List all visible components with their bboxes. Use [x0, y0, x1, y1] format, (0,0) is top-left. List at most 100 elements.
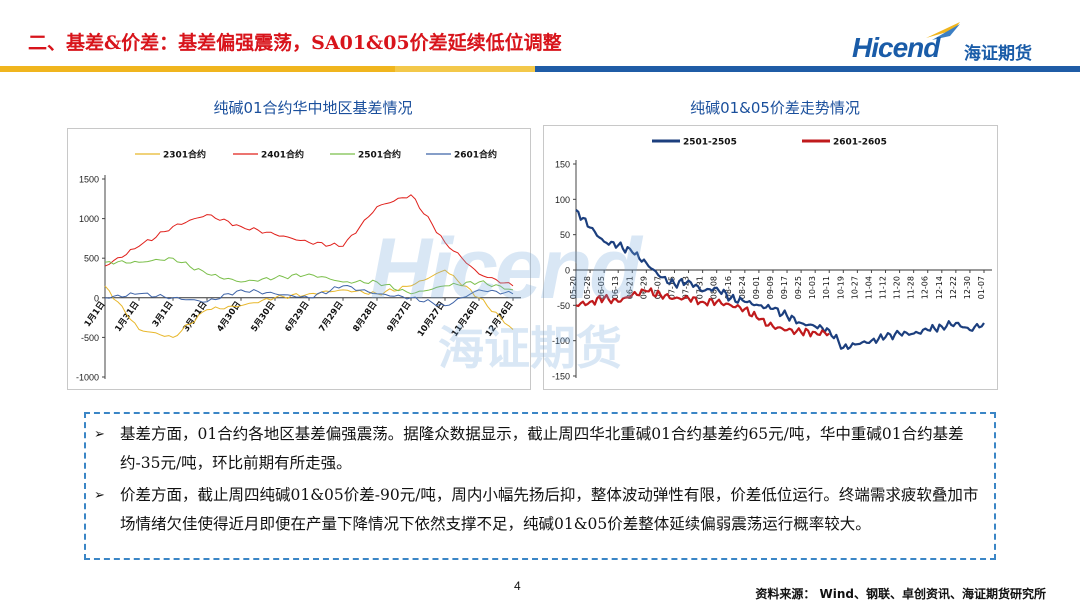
- data-point: [730, 305, 732, 307]
- data-point: [575, 209, 577, 211]
- data-point: [444, 305, 446, 307]
- data-point: [871, 340, 873, 342]
- data-point: [274, 234, 276, 236]
- x-tick-label: 1月31日: [113, 300, 141, 334]
- data-point: [512, 285, 514, 287]
- header-color-band: [0, 66, 1080, 72]
- x-tick-label: 08-24: [738, 276, 747, 299]
- data-point: [172, 226, 174, 228]
- data-point: [172, 257, 174, 259]
- x-tick-label: 09-17: [780, 276, 789, 299]
- data-point: [342, 289, 344, 291]
- spread-chart-title: 纯碱01&05价差走势情况: [690, 99, 860, 117]
- data-point: [589, 227, 591, 229]
- x-tick-label: 06-29: [639, 276, 648, 299]
- data-point: [983, 322, 985, 324]
- y-tick-label: 1000: [79, 214, 99, 224]
- legend-label: 2501-2505: [683, 138, 737, 148]
- y-tick-label: 100: [555, 195, 570, 205]
- data-point: [410, 194, 412, 196]
- data-point: [274, 293, 276, 295]
- slide-title: 二、基差&价差：基差偏强震荡，SA01&05价差延续低位调整: [28, 32, 562, 54]
- data-point: [631, 252, 633, 254]
- data-point: [512, 329, 514, 331]
- data-point: [617, 301, 619, 303]
- data-point: [885, 336, 887, 338]
- data-point: [758, 305, 760, 307]
- x-tick-label: 11-20: [893, 276, 902, 299]
- data-point: [342, 246, 344, 248]
- x-tick-label: 09-09: [766, 276, 775, 299]
- data-point: [206, 273, 208, 275]
- y-tick-label: 0: [94, 293, 99, 303]
- data-point: [206, 214, 208, 216]
- x-tick-label: 07-23: [682, 276, 691, 299]
- data-point: [478, 289, 480, 291]
- logo-chinese-name: 海证期货: [964, 44, 1032, 64]
- data-point: [444, 242, 446, 244]
- data-point: [772, 326, 774, 328]
- x-tick-label: 12-22: [949, 276, 958, 299]
- data-point: [240, 289, 242, 291]
- x-tick-label: 11月26日: [450, 300, 482, 339]
- data-point: [631, 294, 633, 296]
- y-tick-label: -100: [552, 336, 570, 346]
- x-tick-label: 05-28: [583, 276, 592, 299]
- data-point: [589, 301, 591, 303]
- series-line-2601-2605: [575, 287, 830, 338]
- data-point: [786, 329, 788, 331]
- data-point: [702, 290, 704, 292]
- legend-label: 2601合约: [454, 149, 497, 161]
- x-tick-label: 10-27: [850, 276, 859, 299]
- x-tick-label: 5月30日: [249, 300, 277, 334]
- data-point: [814, 331, 816, 333]
- x-tick-label: 4月30日: [215, 300, 243, 334]
- data-point: [240, 305, 242, 307]
- x-tick-label: 6月29日: [283, 300, 311, 334]
- x-tick-label: 3月31日: [181, 300, 209, 334]
- data-point: [857, 343, 859, 345]
- x-tick-label: 07-07: [653, 276, 662, 299]
- data-point: [410, 285, 412, 287]
- data-point: [941, 326, 943, 328]
- x-tick-label: 09-01: [752, 276, 761, 299]
- data-point: [814, 326, 816, 328]
- data-point: [716, 301, 718, 303]
- x-tick-label: 1月1日: [83, 300, 108, 329]
- data-point: [478, 273, 480, 275]
- logo-wordmark: Hicend: [852, 32, 940, 63]
- series-line-2301合约: [104, 269, 514, 338]
- x-tick-label: 12-14: [935, 276, 944, 299]
- data-point: [410, 293, 412, 295]
- data-point: [376, 293, 378, 295]
- data-point: [376, 206, 378, 208]
- data-point: [172, 337, 174, 339]
- data-point: [702, 301, 704, 303]
- data-point: [716, 287, 718, 289]
- data-source-note: 资料来源： Wind、钢联、卓创资讯、海证期货研究所: [755, 587, 1046, 601]
- x-tick-label: 05-20: [569, 276, 578, 299]
- data-point: [828, 329, 830, 331]
- data-point: [772, 308, 774, 310]
- data-point: [674, 297, 676, 299]
- data-point: [786, 315, 788, 317]
- data-point: [172, 297, 174, 299]
- data-point: [646, 262, 648, 264]
- y-tick-label: 0: [565, 266, 570, 276]
- x-tick-label: 06-05: [597, 276, 606, 299]
- data-point: [800, 322, 802, 324]
- x-tick-label: 12-30: [963, 276, 972, 299]
- data-point: [674, 283, 676, 285]
- y-tick-label: -1000: [76, 373, 99, 383]
- data-point: [646, 290, 648, 292]
- series-line-2501-2505: [575, 209, 985, 350]
- data-point: [843, 347, 845, 349]
- data-point: [104, 285, 106, 287]
- data-point: [308, 242, 310, 244]
- legend-label: 2501合约: [358, 149, 401, 161]
- data-point: [138, 246, 140, 248]
- legend-label: 2601-2605: [833, 138, 887, 148]
- data-point: [444, 269, 446, 271]
- data-point: [955, 322, 957, 324]
- series-line-2501合约: [104, 257, 514, 295]
